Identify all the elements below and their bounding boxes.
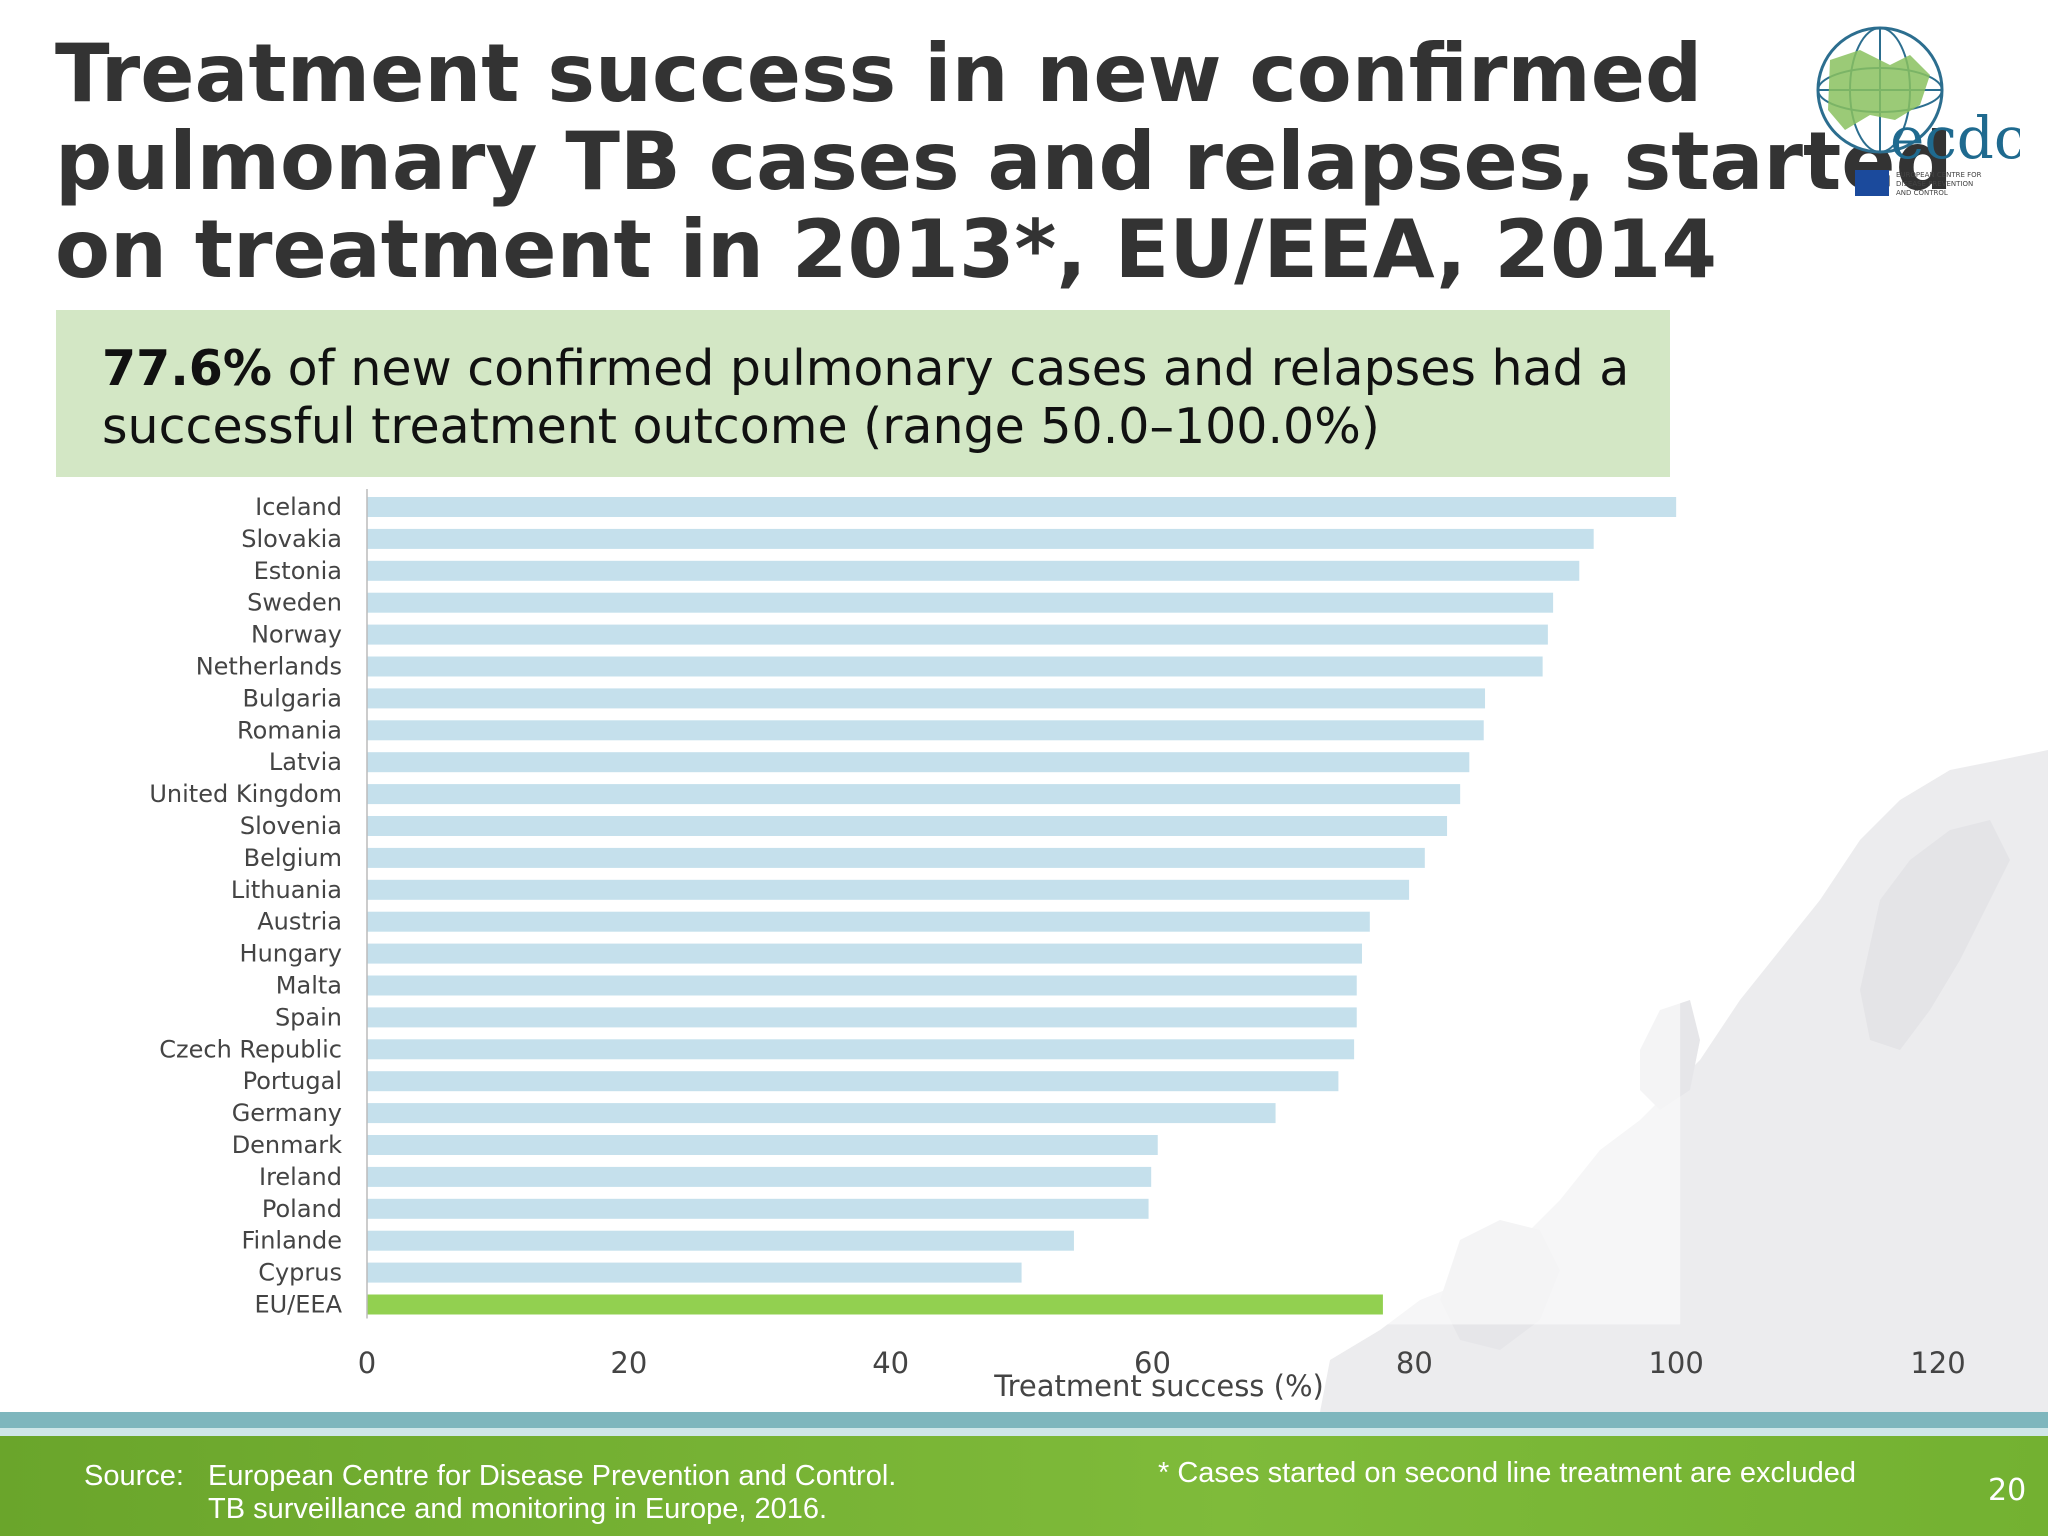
category-label: Romania [237,716,342,744]
source-line-1: European Centre for Disease Prevention a… [208,1460,897,1492]
ecdc-logo: ecdc EUROPEAN CENTRE FOR DISEASE PREVENT… [1816,26,2020,197]
category-label: Portugal [243,1067,342,1095]
bar [367,1103,1276,1124]
bar [367,528,1594,549]
category-label: Germany [232,1099,342,1127]
x-axis-title: Treatment success (%) [993,1369,1324,1403]
category-label: Netherlands [196,653,342,681]
bar [367,560,1580,581]
category-label: Malta [276,972,342,1000]
title-line-1: Treatment success in new confirmed [55,27,1703,120]
bar [367,624,1548,645]
footnote: * Cases started on second line treatment… [1158,1457,1857,1489]
category-label: Iceland [255,493,342,521]
bar [367,720,1484,741]
bar [367,943,1362,964]
callout-line-1: of new confirmed pulmonary cases and rel… [272,340,1630,397]
bar [367,688,1486,709]
key-finding-callout: 77.6% of new confirmed pulmonary cases a… [56,310,1670,477]
bar [367,752,1470,773]
category-label: Lithuania [231,876,342,904]
x-tick-label: 40 [872,1346,909,1380]
bar [367,784,1461,805]
category-label: Finlande [241,1227,342,1255]
x-tick-label: 60 [1134,1346,1171,1380]
bar [367,592,1554,613]
eu-flag-icon [1855,170,1889,196]
category-label: Slovakia [241,525,342,553]
category-label: Hungary [240,940,342,968]
category-label: Czech Republic [159,1035,342,1063]
bar [367,975,1357,996]
bar [367,1262,1022,1283]
category-label: United Kingdom [149,780,342,808]
category-label: Norway [251,621,342,649]
category-label: Denmark [232,1131,342,1159]
category-label: EU/EEA [254,1291,342,1319]
bar [367,497,1677,517]
category-label: Sweden [247,589,342,617]
x-tick-label: 20 [610,1346,647,1380]
category-label: Spain [275,1003,342,1031]
bar [367,1135,1158,1155]
footer-band [0,1436,2048,1536]
category-label: Belgium [244,844,342,872]
x-tick-label: 80 [1396,1346,1433,1380]
footer-stripe-light [0,1428,2048,1436]
bar-eu-eea [367,1294,1383,1315]
bar [367,1230,1074,1251]
source-line-2: TB surveillance and monitoring in Europe… [208,1493,828,1525]
bar [367,1166,1152,1187]
title-line-2: pulmonary TB cases and relapses, started [55,115,1953,208]
x-tick-label: 0 [358,1346,376,1380]
bar [367,1039,1355,1060]
bar [367,847,1425,868]
category-label: Austria [257,908,342,936]
bar [367,1071,1339,1092]
x-tick-label: 120 [1910,1346,1965,1380]
title-line-3: on treatment in 2013*, EU/EEA, 2014 [55,203,1717,296]
bar [367,879,1410,900]
callout-highlight: 77.6% [102,340,272,397]
logo-subtitle-1: EUROPEAN CENTRE FOR [1896,171,1982,179]
page-number: 20 [1988,1473,2027,1508]
globe-icon [1816,26,1944,154]
source-label: Source: [84,1460,184,1492]
category-label: Estonia [254,557,342,585]
map-scandinavia [1860,820,2010,1050]
footer-stripe [0,1412,2048,1428]
category-label: Latvia [269,748,342,776]
logo-subtitle-3: AND CONTROL [1896,189,1948,197]
bar [367,816,1448,836]
bar [367,1007,1357,1028]
slide-title: Treatment success in new confirmed pulmo… [55,27,1953,296]
category-label: Bulgaria [242,684,342,712]
category-label: Slovenia [240,812,342,840]
logo-text: ecdc [1890,104,2020,172]
category-label: Poland [262,1195,342,1223]
x-tick-label: 100 [1648,1346,1703,1380]
bar [367,911,1370,932]
logo-subtitle-2: DISEASE PREVENTION [1896,180,1973,188]
bar [367,656,1543,677]
category-label: Cyprus [258,1259,342,1287]
footer: Source: European Centre for Disease Prev… [0,1412,2048,1536]
callout-text: 77.6% of new confirmed pulmonary cases a… [102,340,1642,456]
callout-line-2: successful treatment outcome (range 50.0… [102,398,1380,455]
bar [367,1198,1149,1219]
category-label: Ireland [259,1163,342,1191]
